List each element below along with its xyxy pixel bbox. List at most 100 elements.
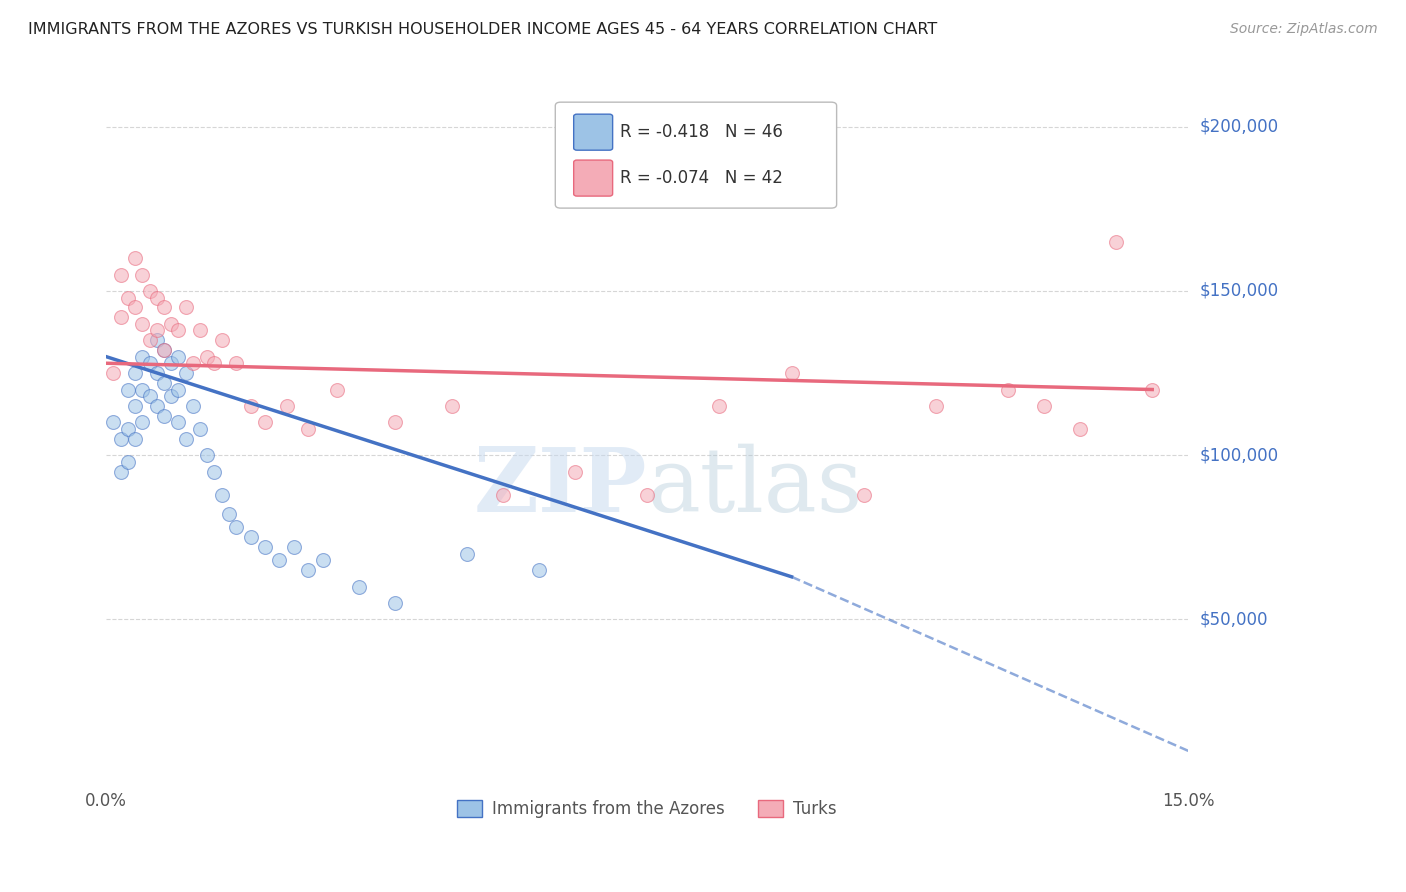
Point bbox=[153, 376, 176, 390]
Point bbox=[174, 432, 197, 446]
Text: $50,000: $50,000 bbox=[1199, 610, 1268, 629]
Point bbox=[124, 251, 146, 265]
Point bbox=[131, 317, 153, 331]
Point bbox=[239, 530, 262, 544]
Text: atlas: atlas bbox=[647, 443, 862, 531]
Point bbox=[124, 399, 146, 413]
FancyBboxPatch shape bbox=[574, 160, 613, 196]
Text: R = -0.074   N = 42: R = -0.074 N = 42 bbox=[620, 169, 783, 187]
Point bbox=[110, 465, 132, 479]
Point bbox=[160, 317, 183, 331]
Point bbox=[160, 356, 183, 370]
Point bbox=[283, 540, 305, 554]
Text: $100,000: $100,000 bbox=[1199, 446, 1278, 464]
Point bbox=[110, 268, 132, 282]
Point bbox=[384, 596, 406, 610]
Point bbox=[145, 333, 167, 347]
Point bbox=[297, 563, 319, 577]
Point bbox=[204, 356, 226, 370]
Text: ZIP: ZIP bbox=[474, 443, 647, 531]
Point bbox=[153, 343, 176, 357]
Point bbox=[145, 366, 167, 380]
Point bbox=[138, 389, 160, 403]
Point bbox=[110, 432, 132, 446]
FancyBboxPatch shape bbox=[555, 103, 837, 208]
Point bbox=[326, 383, 349, 397]
Point bbox=[138, 333, 160, 347]
Point bbox=[138, 284, 160, 298]
Point bbox=[311, 553, 333, 567]
Point bbox=[117, 291, 139, 305]
Point bbox=[110, 310, 132, 325]
Point bbox=[153, 409, 176, 423]
Point bbox=[188, 422, 211, 436]
FancyBboxPatch shape bbox=[574, 114, 613, 150]
Point bbox=[276, 399, 298, 413]
Point bbox=[239, 399, 262, 413]
Point bbox=[124, 301, 146, 315]
Point bbox=[103, 416, 125, 430]
Legend: Immigrants from the Azores, Turks: Immigrants from the Azores, Turks bbox=[451, 793, 844, 825]
Point bbox=[195, 448, 218, 462]
Point bbox=[181, 356, 204, 370]
Point bbox=[384, 416, 406, 430]
Point bbox=[636, 488, 658, 502]
Point bbox=[347, 580, 370, 594]
Point bbox=[103, 366, 125, 380]
Point bbox=[131, 383, 153, 397]
Point bbox=[269, 553, 291, 567]
Point bbox=[253, 416, 276, 430]
Point bbox=[160, 389, 183, 403]
Text: Source: ZipAtlas.com: Source: ZipAtlas.com bbox=[1230, 22, 1378, 37]
Point bbox=[527, 563, 550, 577]
Point bbox=[167, 383, 190, 397]
Point bbox=[117, 422, 139, 436]
Point bbox=[117, 455, 139, 469]
Point bbox=[492, 488, 515, 502]
Point bbox=[145, 291, 167, 305]
Point bbox=[211, 488, 233, 502]
Point bbox=[131, 350, 153, 364]
Point bbox=[297, 422, 319, 436]
Point bbox=[195, 350, 218, 364]
Point bbox=[564, 465, 586, 479]
Point bbox=[636, 136, 658, 150]
Point bbox=[145, 399, 167, 413]
Point bbox=[145, 323, 167, 337]
Point bbox=[780, 169, 803, 183]
Point bbox=[138, 356, 160, 370]
Point bbox=[709, 399, 731, 413]
Point bbox=[852, 488, 875, 502]
Point bbox=[997, 383, 1019, 397]
Point bbox=[181, 399, 204, 413]
Point bbox=[124, 366, 146, 380]
Point bbox=[456, 547, 478, 561]
Point bbox=[131, 268, 153, 282]
Point bbox=[211, 333, 233, 347]
Point bbox=[117, 383, 139, 397]
Point bbox=[1033, 399, 1056, 413]
Point bbox=[188, 323, 211, 337]
Point bbox=[153, 343, 176, 357]
Point bbox=[225, 356, 247, 370]
Point bbox=[174, 301, 197, 315]
Point bbox=[253, 540, 276, 554]
Point bbox=[1105, 235, 1128, 249]
Point bbox=[225, 520, 247, 534]
Point bbox=[1140, 383, 1163, 397]
Text: IMMIGRANTS FROM THE AZORES VS TURKISH HOUSEHOLDER INCOME AGES 45 - 64 YEARS CORR: IMMIGRANTS FROM THE AZORES VS TURKISH HO… bbox=[28, 22, 938, 37]
Point bbox=[441, 399, 464, 413]
Point bbox=[780, 366, 803, 380]
Point bbox=[1069, 422, 1091, 436]
Point bbox=[167, 350, 190, 364]
Point bbox=[131, 416, 153, 430]
Point bbox=[167, 323, 190, 337]
Point bbox=[174, 366, 197, 380]
Text: $150,000: $150,000 bbox=[1199, 282, 1278, 300]
Point bbox=[124, 432, 146, 446]
Point bbox=[204, 465, 226, 479]
Point bbox=[153, 301, 176, 315]
Text: $200,000: $200,000 bbox=[1199, 118, 1278, 136]
Point bbox=[925, 399, 948, 413]
Point bbox=[218, 508, 240, 522]
